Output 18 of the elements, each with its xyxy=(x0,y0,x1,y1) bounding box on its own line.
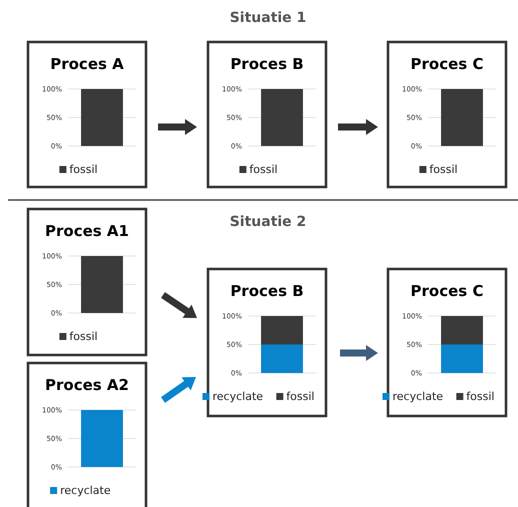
chart-title: Proces B xyxy=(230,55,304,73)
chart-title: Proces A xyxy=(50,55,124,73)
chart-title: Proces A2 xyxy=(45,376,129,394)
chart-title: Proces C xyxy=(410,55,484,73)
legend-label: fossil xyxy=(286,390,314,403)
text: Situatie 2 xyxy=(230,214,306,230)
legend-label: fossil xyxy=(69,163,98,176)
legend-label: recyclate xyxy=(60,484,111,497)
legend-label: fossil xyxy=(429,163,458,176)
chart-title: Proces C xyxy=(410,282,484,300)
legend-label: recyclate xyxy=(392,390,444,403)
legend-label: fossil xyxy=(249,163,278,176)
chart-title: Proces A1 xyxy=(45,222,129,240)
legend-label: recyclate xyxy=(212,390,264,403)
chart-title: Proces B xyxy=(230,282,304,300)
legend-label: fossil xyxy=(69,330,98,343)
legend-label: fossil xyxy=(466,390,494,403)
text: Situatie 1 xyxy=(230,10,306,26)
